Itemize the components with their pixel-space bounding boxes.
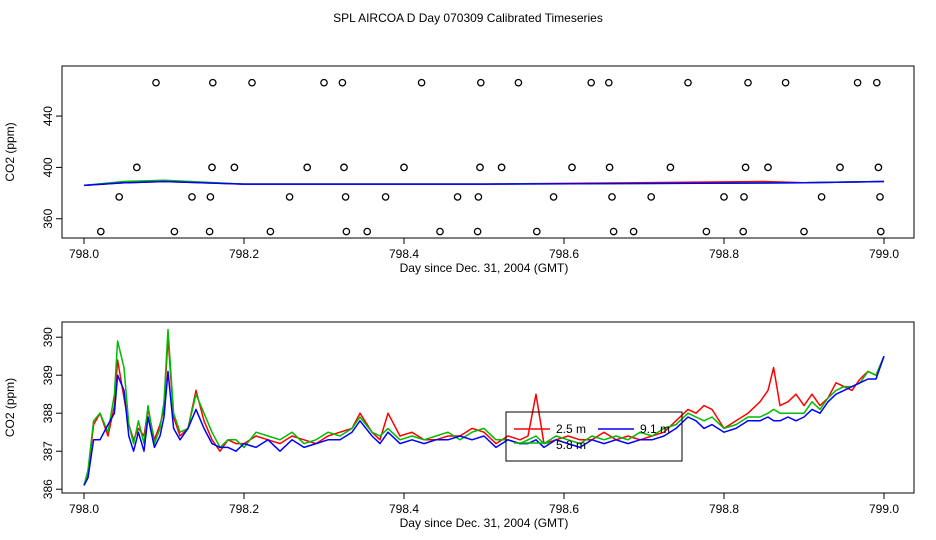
x-tick-label: 798.4 xyxy=(389,502,419,516)
sample-marker xyxy=(608,193,616,201)
sample-marker xyxy=(853,78,862,87)
sample-marker xyxy=(605,163,614,172)
plot-frame xyxy=(61,65,915,239)
plot-frame xyxy=(61,321,915,494)
legend-box xyxy=(505,411,683,462)
sample-marker xyxy=(702,227,711,236)
sample-marker xyxy=(453,193,462,201)
sample-marker xyxy=(474,193,483,201)
sample-marker xyxy=(740,193,748,201)
sample-marker xyxy=(720,193,728,201)
sample-marker xyxy=(836,163,844,172)
sample-marker xyxy=(170,227,179,236)
x-axis-label: Day since Dec. 31, 2004 (GMT) xyxy=(400,516,569,530)
sample-marker xyxy=(476,163,484,172)
chart-title: SPL AIRCOA D Day 070309 Calibrated Times… xyxy=(333,11,603,25)
x-tick-label: 798.8 xyxy=(709,502,739,516)
sample-marker xyxy=(764,163,772,172)
x-tick-label: 798.0 xyxy=(69,502,99,516)
x-tick-label: 798.2 xyxy=(229,247,259,261)
legend-label: 9.1 m xyxy=(640,422,670,436)
legend-label: 2.5 m xyxy=(556,422,586,436)
x-tick-label: 798.6 xyxy=(549,502,579,516)
sample-marker xyxy=(436,227,444,236)
sample-marker xyxy=(781,78,790,87)
sample-marker xyxy=(341,193,350,201)
sample-marker xyxy=(647,193,656,201)
sample-marker xyxy=(285,193,294,201)
sample-marker xyxy=(514,78,523,87)
series-line xyxy=(83,180,885,187)
sample-marker xyxy=(152,78,160,87)
sample-marker xyxy=(497,163,506,172)
y-tick-label: 387 xyxy=(41,441,55,461)
sample-marker xyxy=(741,163,750,172)
sample-marker xyxy=(188,193,196,201)
sample-marker xyxy=(876,227,885,236)
x-tick-label: 798.4 xyxy=(389,247,419,261)
sample-marker xyxy=(604,78,613,87)
x-axis-label: Day since Dec. 31, 2004 (GMT) xyxy=(400,261,569,275)
sample-marker xyxy=(629,227,638,236)
y-tick-label: 440 xyxy=(41,106,55,126)
sample-marker xyxy=(744,78,752,87)
y-axis-label: CO2 (ppm) xyxy=(3,378,17,437)
sample-marker xyxy=(800,227,808,236)
x-tick-label: 799.0 xyxy=(869,502,899,516)
sample-marker xyxy=(684,78,692,87)
sample-marker xyxy=(568,163,576,172)
sample-marker xyxy=(208,163,216,172)
sample-marker xyxy=(303,163,312,172)
sample-marker xyxy=(96,227,105,236)
sample-marker xyxy=(132,163,141,172)
legend-label: 5.8 m xyxy=(556,438,586,452)
sample-marker xyxy=(609,227,618,236)
x-tick-label: 798.6 xyxy=(549,247,579,261)
sample-marker xyxy=(532,227,541,236)
y-axis-label: CO2 (ppm) xyxy=(3,122,17,181)
sample-marker xyxy=(587,78,596,87)
sample-marker xyxy=(417,78,426,87)
sample-marker xyxy=(876,193,884,201)
sample-marker xyxy=(872,78,881,87)
sample-marker xyxy=(115,193,124,201)
x-tick-label: 798.0 xyxy=(69,247,99,261)
sample-marker xyxy=(248,78,256,87)
sample-marker xyxy=(739,227,748,236)
sample-marker xyxy=(342,227,351,236)
y-tick-label: 389 xyxy=(41,365,55,385)
top-panel: 798.0 798.2 798.4 798.6 798.8 799.0 360 400 440 D… xyxy=(3,65,915,275)
sample-marker xyxy=(208,78,217,87)
sample-marker xyxy=(340,163,348,172)
series-line xyxy=(83,328,885,486)
sample-marker xyxy=(266,227,275,236)
sample-marker xyxy=(381,193,390,201)
x-tick-label: 798.8 xyxy=(709,247,739,261)
y-tick-label: 390 xyxy=(41,327,55,347)
sample-marker xyxy=(320,78,328,87)
sample-marker xyxy=(400,163,408,172)
y-tick-label: 360 xyxy=(41,208,55,228)
y-tick-label: 386 xyxy=(41,479,55,499)
sample-marker xyxy=(874,163,883,172)
sample-marker xyxy=(666,163,675,172)
x-tick-label: 798.2 xyxy=(229,502,259,516)
x-tick-label: 799.0 xyxy=(869,247,899,261)
sample-marker xyxy=(230,163,239,172)
sample-marker xyxy=(476,78,485,87)
sample-marker xyxy=(473,227,482,236)
sample-marker xyxy=(817,193,826,201)
sample-marker xyxy=(206,193,215,201)
sample-marker xyxy=(205,227,214,236)
y-tick-label: 400 xyxy=(41,157,55,177)
sample-marker xyxy=(363,227,372,236)
sample-marker xyxy=(549,193,558,201)
y-tick-label: 388 xyxy=(41,403,55,423)
bottom-panel: 798.0 798.2 798.4 798.6 798.8 799.0 386 387 388 3… xyxy=(3,321,915,530)
sample-marker xyxy=(338,78,347,87)
series-line xyxy=(83,355,885,486)
